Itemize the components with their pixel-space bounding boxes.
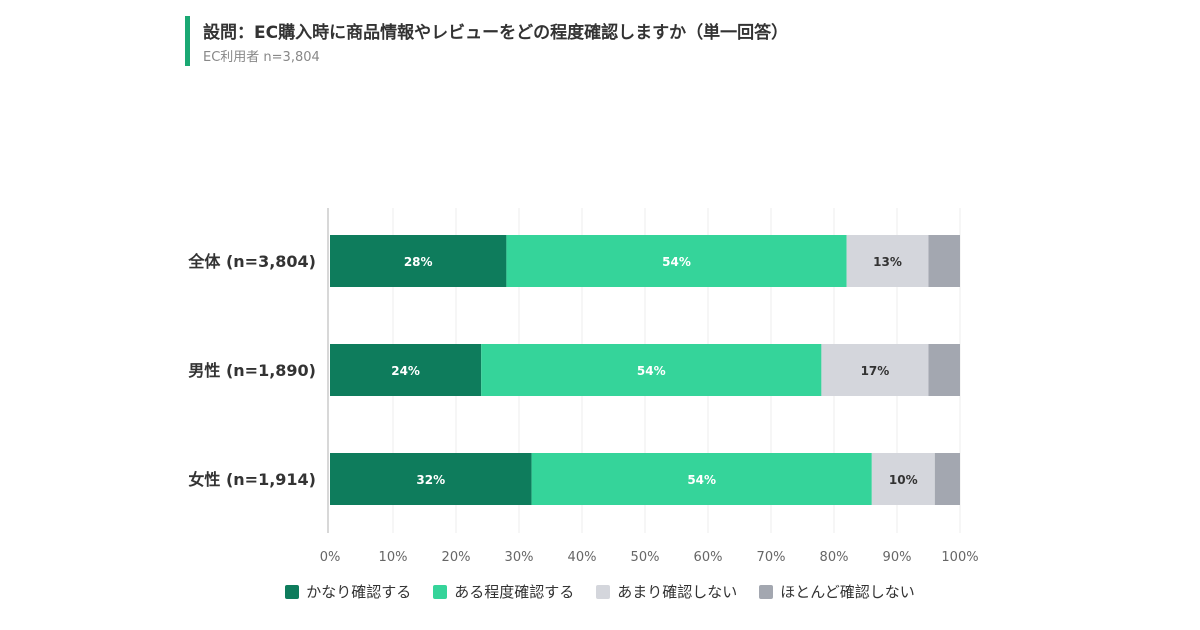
legend-item: かなり確認する: [285, 581, 411, 602]
data-label: 13%: [873, 255, 902, 269]
bar-segment: [531, 453, 872, 505]
bar-segment: [330, 235, 507, 287]
x-tick-label: 30%: [505, 550, 534, 565]
data-label: 54%: [637, 364, 666, 378]
bar-segment: [330, 453, 532, 505]
x-tick-label: 0%: [320, 550, 341, 565]
x-tick-label: 70%: [757, 550, 786, 565]
bar-segment: [506, 235, 847, 287]
x-tick-label: 40%: [568, 550, 597, 565]
legend-swatch: [596, 584, 611, 599]
legend-label: ある程度確認する: [454, 583, 575, 601]
x-tick-label: 20%: [442, 550, 471, 565]
category-label: 全体 (n=3,804): [187, 252, 316, 271]
legend-label: ほとんど確認しない: [780, 583, 915, 601]
bar-segment: [934, 453, 960, 505]
title-accent-bar: [185, 16, 190, 66]
legend-item: ほとんど確認しない: [759, 581, 915, 602]
data-label: 28%: [404, 255, 433, 269]
category-label: 女性 (n=1,914): [188, 470, 316, 489]
x-tick-label: 60%: [694, 550, 723, 565]
legend-item: あまり確認しない: [596, 581, 737, 602]
bar-segment: [871, 453, 935, 505]
x-tick-label: 50%: [631, 550, 660, 565]
x-tick-label: 80%: [820, 550, 849, 565]
data-label: 54%: [687, 473, 716, 487]
bar-segment: [821, 344, 929, 396]
legend-swatch: [285, 584, 300, 599]
x-tick-label: 90%: [883, 550, 912, 565]
bar-segment: [928, 344, 960, 396]
legend-swatch: [759, 584, 774, 599]
data-label: 54%: [662, 255, 691, 269]
legend-swatch: [433, 584, 448, 599]
bar-segment: [928, 235, 960, 287]
category-label: 男性 (n=1,890): [188, 361, 316, 380]
data-label: 32%: [416, 473, 445, 487]
legend-item: ある程度確認する: [433, 581, 574, 602]
bar-segment: [330, 344, 482, 396]
legend-label: かなり確認する: [306, 583, 412, 601]
chart-legend: かなり確認する ある程度確認する あまり確認しない ほとんど確認しない: [0, 581, 1200, 602]
chart-subtitle: EC利用者 n=3,804: [203, 50, 320, 65]
chart-title: 設問：EC購入時に商品情報やレビューをどの程度確認しますか（単一回答）: [203, 23, 789, 43]
bar-segment: [481, 344, 822, 396]
x-tick-label: 10%: [379, 550, 408, 565]
data-label: 10%: [889, 473, 918, 487]
data-label: 24%: [391, 364, 420, 378]
data-label: 17%: [861, 364, 890, 378]
legend-label: あまり確認しない: [617, 583, 738, 601]
x-tick-label: 100%: [941, 550, 978, 565]
bar-segment: [846, 235, 929, 287]
